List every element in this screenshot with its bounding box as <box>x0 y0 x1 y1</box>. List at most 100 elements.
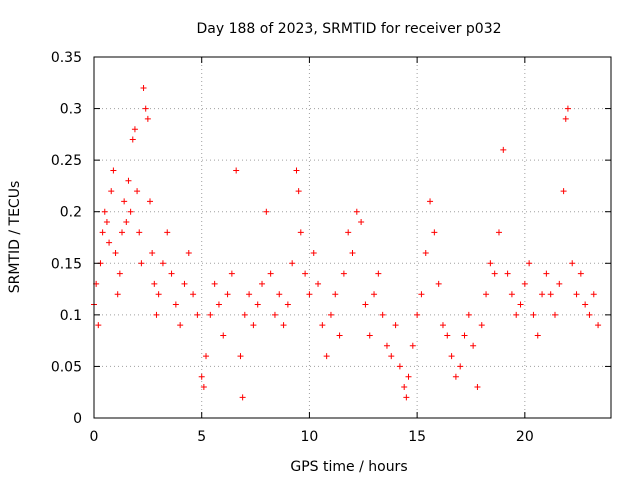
y-tick-labels: 0 0.05 0.1 0.15 0.2 0.25 0.3 0.35 <box>51 50 82 427</box>
data-point <box>190 291 197 298</box>
data-point <box>149 249 156 256</box>
data-point <box>403 394 410 401</box>
x-tick-label: 20 <box>516 429 534 445</box>
data-point <box>224 291 231 298</box>
data-point <box>284 301 291 308</box>
data-point <box>131 126 138 133</box>
data-point <box>478 322 485 329</box>
data-point <box>319 322 326 329</box>
data-point <box>315 280 322 287</box>
data-point <box>155 291 162 298</box>
data-point <box>164 229 171 236</box>
x-tick-label: 5 <box>197 429 206 445</box>
y-tick-label: 0.3 <box>60 102 82 118</box>
chart-title: Day 188 of 2023, SRMTID for receiver p03… <box>196 21 501 37</box>
y-tick-label: 0.05 <box>51 359 82 375</box>
data-point <box>556 280 563 287</box>
x-tick-labels: 0 5 10 15 20 <box>90 429 534 445</box>
data-point <box>332 291 339 298</box>
data-point <box>418 291 425 298</box>
data-point <box>293 167 300 174</box>
data-point <box>280 322 287 329</box>
data-point <box>414 311 421 318</box>
data-point <box>543 270 550 277</box>
data-point <box>241 311 248 318</box>
data-point <box>140 84 147 91</box>
data-point <box>379 311 386 318</box>
data-point <box>177 322 184 329</box>
data-point <box>123 219 130 226</box>
data-point <box>508 291 515 298</box>
data-point <box>551 311 558 318</box>
data-point <box>185 249 192 256</box>
data-point <box>147 198 154 205</box>
plot-frame <box>93 56 612 419</box>
data-point <box>595 322 602 329</box>
data-point <box>358 219 365 226</box>
data-point <box>444 332 451 339</box>
data-point <box>560 188 567 195</box>
data-point <box>153 311 160 318</box>
y-tick-label: 0.15 <box>51 256 82 272</box>
data-point <box>392 322 399 329</box>
data-point <box>116 270 123 277</box>
data-point <box>310 249 317 256</box>
data-point <box>452 373 459 380</box>
data-point <box>504 270 511 277</box>
data-point <box>564 105 571 112</box>
data-point <box>119 229 126 236</box>
axis-ticks <box>93 56 611 419</box>
data-point <box>215 301 222 308</box>
data-point <box>250 322 257 329</box>
data-point <box>353 208 360 215</box>
data-point <box>495 229 502 236</box>
data-point <box>289 260 296 267</box>
data-point <box>306 291 313 298</box>
data-point <box>431 229 438 236</box>
data-point <box>409 342 416 349</box>
data-point <box>200 384 207 391</box>
x-tick-label: 15 <box>408 429 426 445</box>
data-point <box>517 301 524 308</box>
data-point <box>220 332 227 339</box>
x-tick-label: 0 <box>90 429 99 445</box>
data-point <box>101 208 108 215</box>
data-point <box>401 384 408 391</box>
data-point <box>276 291 283 298</box>
y-tick-label: 0 <box>73 411 82 427</box>
data-point <box>198 373 205 380</box>
data-point <box>526 260 533 267</box>
data-point <box>345 229 352 236</box>
data-point <box>239 394 246 401</box>
data-point <box>302 270 309 277</box>
data-point <box>108 188 115 195</box>
data-point <box>271 311 278 318</box>
data-point <box>586 311 593 318</box>
data-point <box>435 280 442 287</box>
data-point <box>172 301 179 308</box>
y-tick-label: 0.2 <box>60 205 82 221</box>
data-point <box>513 311 520 318</box>
data-point <box>237 353 244 360</box>
data-point <box>547 291 554 298</box>
data-point <box>228 270 235 277</box>
data-point <box>457 363 464 370</box>
data-point <box>295 188 302 195</box>
data-point <box>448 353 455 360</box>
data-point <box>138 260 145 267</box>
y-tick-label: 0.25 <box>51 153 82 169</box>
data-point <box>259 280 266 287</box>
data-point <box>129 136 136 143</box>
data-point <box>500 146 507 153</box>
data-points <box>91 84 602 401</box>
data-point <box>263 208 270 215</box>
data-point <box>233 167 240 174</box>
data-point <box>405 373 412 380</box>
data-point <box>203 353 210 360</box>
data-point <box>103 219 110 226</box>
data-point <box>207 311 214 318</box>
data-point <box>267 270 274 277</box>
data-point <box>151 280 158 287</box>
data-point <box>114 291 121 298</box>
data-point <box>336 332 343 339</box>
